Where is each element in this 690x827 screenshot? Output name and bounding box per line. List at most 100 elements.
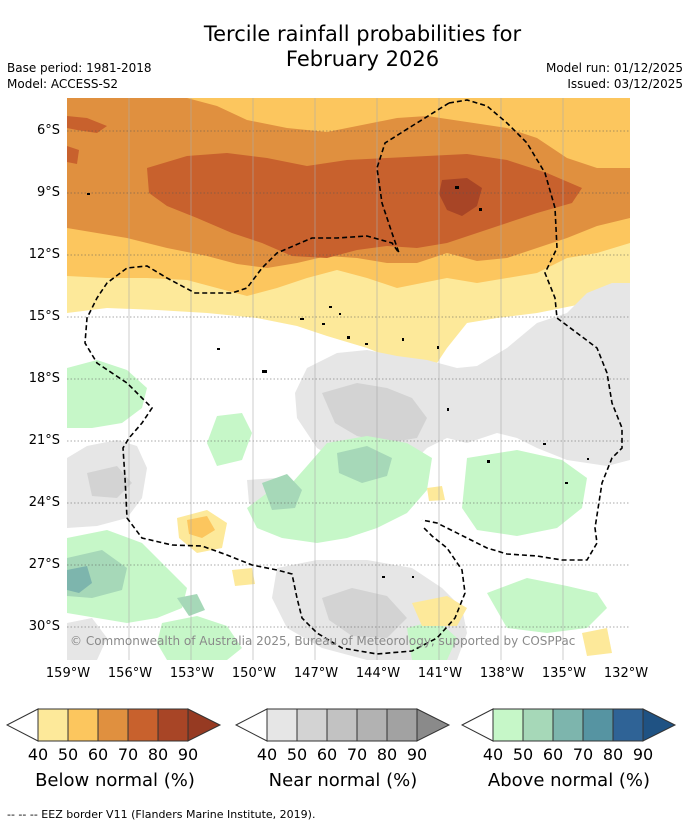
- colorbar-segment: [67, 708, 99, 742]
- lat-label: 27°S: [28, 557, 60, 572]
- eez-border: [421, 99, 623, 561]
- lon-label: 153°W: [169, 666, 215, 681]
- below-40-region: [427, 486, 445, 501]
- legend-near: 40 50 60 70 80 90: [235, 707, 451, 765]
- island: [300, 318, 304, 320]
- lat-label: 15°S: [28, 309, 60, 324]
- above-40-region: [67, 360, 147, 428]
- colorbar-segment: [37, 708, 69, 742]
- island: [565, 482, 568, 484]
- title-line-1: Tercile rainfall probabilities for: [203, 22, 522, 46]
- legend-tick: 90: [177, 745, 199, 764]
- island: [487, 460, 490, 463]
- lon-label: 135°W: [541, 666, 587, 681]
- legend-ticks: 40 50 60 70 80 90: [235, 743, 451, 765]
- legend-tick: 80: [602, 745, 624, 764]
- island: [479, 208, 482, 211]
- island: [262, 370, 267, 373]
- below-70-region: [67, 146, 79, 164]
- island: [587, 458, 589, 460]
- colorbar-segment: [386, 708, 418, 742]
- below-70-region: [147, 153, 582, 258]
- legend-below: 40 50 60 70 80 90: [6, 707, 222, 765]
- lon-label: 156°W: [107, 666, 153, 681]
- legend-tick: 80: [376, 745, 398, 764]
- lon-label: 144°W: [355, 666, 401, 681]
- legend-tick: 70: [346, 745, 368, 764]
- legend-tick: 40: [256, 745, 278, 764]
- title-line-2: February 2026: [285, 47, 440, 71]
- lat-label: 9°S: [36, 185, 60, 200]
- above-40-region: [462, 450, 587, 536]
- colorbar-under-tip: [6, 708, 39, 742]
- islands: [87, 186, 589, 578]
- island: [347, 336, 350, 339]
- near-50-region: [322, 383, 427, 443]
- lon-label: 159°W: [45, 666, 91, 681]
- near-50-region: [322, 588, 407, 638]
- island: [437, 346, 439, 349]
- legend-tick: 40: [27, 745, 49, 764]
- eez-footnote: -- -- -- EEZ border V11 (Flanders Marine…: [7, 808, 316, 821]
- lon-label: 141°W: [417, 666, 463, 681]
- island: [402, 338, 404, 341]
- below-70-region: [67, 116, 107, 133]
- colorbar-segment: [266, 708, 298, 742]
- map-title: Tercile rainfall probabilities for Febru…: [0, 22, 690, 72]
- colorbar-over-tip: [187, 708, 222, 742]
- colorbar-segment: [157, 708, 189, 742]
- above-40-region: [157, 616, 242, 660]
- colorbar-segment: [612, 708, 644, 742]
- colorbar-segment: [97, 708, 129, 742]
- legend-tick: 60: [542, 745, 564, 764]
- colorbar-near: [235, 708, 451, 742]
- model-name: Model: ACCESS-S2: [7, 77, 119, 91]
- colorbar-segment: [326, 708, 358, 742]
- colorbar-over-tip: [416, 708, 451, 742]
- colorbar-above: [461, 708, 677, 742]
- probability-map: [67, 98, 630, 660]
- island: [455, 186, 459, 189]
- legend-tick: 50: [57, 745, 79, 764]
- lon-label: 132°W: [603, 666, 649, 681]
- lon-label: 150°W: [231, 666, 277, 681]
- legend-tick: 50: [286, 745, 308, 764]
- legend-below-title: Below normal (%): [35, 770, 195, 791]
- model-run: Model run: 01/12/2025: [545, 61, 683, 75]
- colorbar-segment: [356, 708, 388, 742]
- meridians: [128, 98, 564, 660]
- below-40-region: [582, 628, 612, 656]
- colorbar-under-tip: [461, 708, 494, 742]
- lat-label: 12°S: [28, 247, 60, 262]
- lat-label: 24°S: [28, 495, 60, 510]
- below-40-region: [412, 596, 467, 626]
- above-60-region: [67, 566, 92, 593]
- above-40-region: [487, 578, 607, 633]
- lat-label: 6°S: [36, 123, 60, 138]
- below-80-region: [439, 178, 482, 216]
- near-50-region: [87, 466, 132, 498]
- meta-left: Base period: 1981-2018 Model: ACCESS-S2: [7, 60, 152, 92]
- island: [322, 323, 325, 325]
- colorbar-segment: [127, 708, 159, 742]
- graticule: [67, 130, 630, 628]
- legend-tick: 60: [87, 745, 109, 764]
- island: [329, 306, 332, 308]
- legend-ticks: 40 50 60 70 80 90: [6, 743, 222, 765]
- island: [365, 343, 368, 345]
- island: [87, 193, 90, 195]
- legend-near-title: Near normal (%): [268, 770, 418, 791]
- base-period: Base period: 1981-2018: [7, 61, 152, 75]
- colorbar-below: [6, 708, 222, 742]
- copyright-notice: © Commonwealth of Australia 2025, Bureau…: [70, 634, 576, 648]
- eez-border: [84, 102, 466, 655]
- legend-above-title: Above normal (%): [487, 770, 651, 791]
- colorbar-segment: [296, 708, 328, 742]
- near-40-region: [67, 618, 107, 660]
- lat-label: 21°S: [28, 433, 60, 448]
- lon-label: 147°W: [293, 666, 339, 681]
- island: [382, 576, 385, 578]
- below-40-region: [232, 568, 255, 586]
- colorbar-over-tip: [642, 708, 677, 742]
- colorbar-segment: [522, 708, 554, 742]
